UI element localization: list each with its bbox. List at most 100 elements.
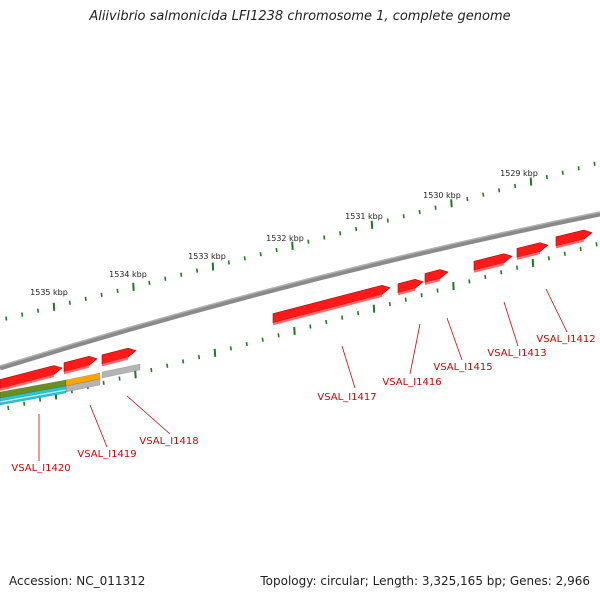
map-title: Aliivibrio salmonicida LFI1238 chromosom… — [89, 9, 511, 24]
scale-tick — [213, 348, 217, 357]
scale-tick — [227, 260, 230, 265]
scale-tick — [275, 247, 278, 253]
scale-tick — [23, 401, 26, 406]
scale-tick — [436, 288, 439, 293]
scale-label: 1535 kbp — [30, 288, 68, 297]
feature-track-cyan-highlight — [0, 388, 67, 404]
scale-tick — [325, 319, 328, 325]
gene-arrow[interactable] — [555, 229, 593, 247]
scale-label: 1529 kbp — [500, 169, 538, 178]
gene-label[interactable]: VSAL_I1412 — [536, 334, 595, 345]
scale-tick — [37, 308, 40, 313]
scale-tick — [21, 312, 24, 317]
gene-leader-line — [89, 404, 108, 448]
genome-summary: Topology: circular; Length: 3,325,165 bp… — [260, 574, 590, 588]
gene-arrow[interactable] — [473, 253, 513, 271]
gene-leader-line — [446, 317, 463, 361]
gene-label[interactable]: VSAL_I1417 — [317, 392, 376, 403]
scale-tick — [577, 166, 580, 171]
scale-tick — [514, 183, 517, 189]
gene-arrow-shadow — [517, 251, 540, 260]
gene-arrow[interactable] — [101, 347, 137, 365]
scale-tick — [386, 218, 389, 223]
scale-tick — [261, 337, 264, 342]
gene-arrow-shadow — [64, 365, 89, 375]
gene-leader-line — [409, 323, 421, 375]
scale-tick — [450, 199, 453, 208]
scale-labels: 1529 kbp 1530 kbp 1531 kbp 1532 kbp 1533 kbp… — [30, 169, 538, 297]
scale-tick — [259, 252, 262, 257]
scale-tick — [84, 296, 87, 301]
scale-tick — [402, 214, 405, 219]
scale-tick — [229, 346, 232, 351]
gene-arrow[interactable] — [516, 242, 549, 258]
gene-label[interactable]: VSAL_I1418 — [139, 436, 198, 447]
scale-tick — [102, 380, 105, 385]
backbone-arc — [0, 211, 600, 371]
scale-tick — [498, 188, 501, 193]
accession-label: Accession: NC_011312 — [9, 574, 146, 588]
scale-tick — [132, 282, 135, 291]
scale-tick — [468, 279, 471, 284]
gene-labels: VSAL_I1412 VSAL_I1413 VSAL_I1415 VSAL_I1416… — [11, 334, 595, 474]
scale-tick — [418, 209, 421, 215]
scale-tick — [243, 256, 246, 261]
gene-leader-line — [126, 395, 171, 435]
scale-tick — [148, 280, 151, 285]
gene-label[interactable]: VSAL_I1413 — [487, 348, 546, 359]
gene-arrow[interactable] — [0, 365, 63, 389]
gene-leader-line — [341, 345, 356, 389]
feature-track-gray — [101, 363, 141, 379]
scale-tick — [434, 205, 437, 210]
scale-tick — [39, 397, 42, 402]
scale-tick — [166, 363, 169, 368]
scale-label: 1533 kbp — [188, 252, 226, 261]
scale-tick — [563, 251, 566, 256]
scale-tick — [211, 262, 215, 271]
scale-tick — [245, 341, 248, 347]
scale-tick — [516, 265, 519, 270]
gene-features — [0, 229, 593, 392]
scale-tick — [277, 333, 280, 338]
scale-tick — [5, 316, 8, 321]
gene-label[interactable]: VSAL_I1416 — [382, 377, 441, 388]
scale-tick — [482, 192, 485, 197]
scale-label: 1531 kbp — [345, 212, 383, 221]
gene-label[interactable]: VSAL_I1420 — [11, 463, 70, 474]
scale-tick — [7, 405, 10, 411]
gene-label[interactable]: VSAL_I1419 — [77, 449, 136, 460]
scale-label: 1530 kbp — [423, 191, 461, 200]
scale-tick — [198, 355, 201, 360]
gene-arrow[interactable] — [397, 279, 424, 294]
scale-tick — [309, 324, 312, 329]
scale-tick — [118, 376, 121, 381]
scale-tick — [291, 241, 294, 250]
gene-arrow-shadow — [102, 357, 128, 367]
scale-tick — [547, 256, 550, 261]
scale-tick — [531, 258, 535, 268]
gene-arrow-shadow — [398, 288, 415, 296]
scale-tick — [68, 300, 71, 305]
scale-tick — [500, 270, 503, 275]
outer-scale-ticks — [5, 161, 596, 321]
gene-arrow-shadow — [425, 278, 440, 285]
gene-arrow[interactable] — [424, 269, 449, 283]
scale-tick — [420, 293, 423, 298]
scale-tick — [196, 268, 199, 273]
scale-tick — [116, 288, 119, 293]
gene-arrow[interactable] — [63, 355, 98, 373]
scale-tick — [180, 272, 183, 277]
gene-label[interactable]: VSAL_I1415 — [433, 362, 492, 373]
scale-tick — [452, 281, 455, 291]
label-leaders — [38, 288, 568, 461]
scale-tick — [355, 226, 358, 232]
scale-tick — [593, 161, 596, 166]
scale-tick — [164, 276, 167, 281]
scale-tick — [529, 177, 533, 186]
scale-tick — [484, 274, 487, 279]
scale-label: 1532 kbp — [266, 234, 304, 243]
gene-arrow[interactable] — [272, 285, 391, 324]
gene-arrow-shadow — [556, 239, 584, 249]
scale-tick — [357, 311, 360, 316]
